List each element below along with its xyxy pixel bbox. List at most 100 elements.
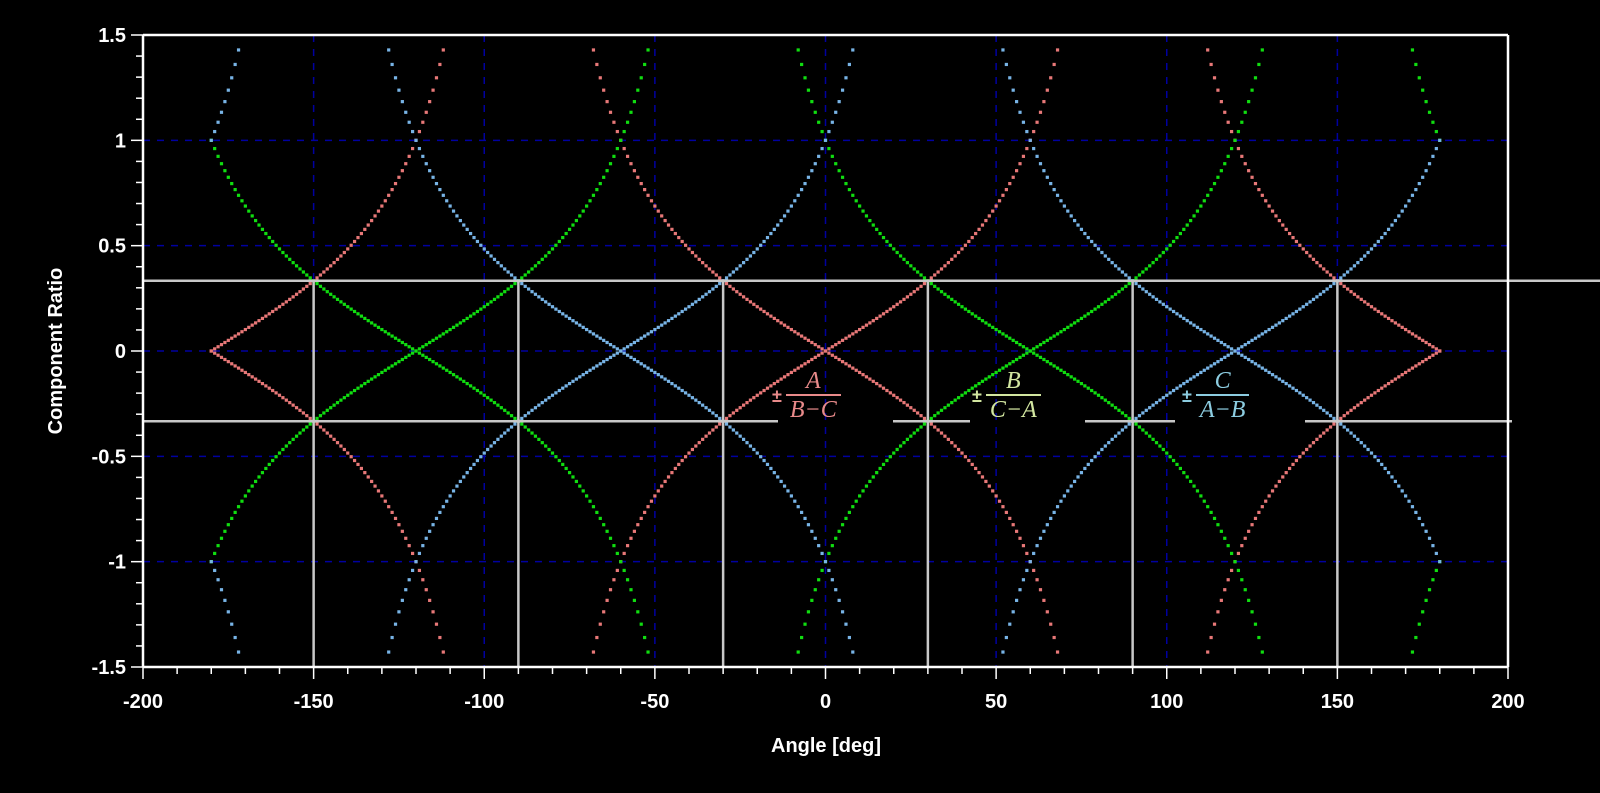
denominator: C−A bbox=[989, 397, 1037, 423]
data-point bbox=[1363, 444, 1367, 448]
data-point bbox=[445, 330, 449, 334]
data-point bbox=[1018, 162, 1022, 166]
data-point bbox=[291, 437, 295, 441]
data-point bbox=[1113, 292, 1118, 296]
data-point bbox=[274, 391, 278, 395]
data-point bbox=[1270, 209, 1275, 213]
data-point bbox=[868, 479, 872, 484]
data-point bbox=[929, 281, 933, 286]
data-point bbox=[933, 284, 937, 288]
data-point bbox=[1308, 444, 1312, 448]
data-point bbox=[881, 312, 886, 316]
data-point bbox=[1414, 187, 1418, 192]
data-point bbox=[482, 305, 486, 309]
series-label-b-over-c-minus-a: ± B C−A bbox=[972, 368, 1041, 424]
data-point bbox=[1158, 444, 1162, 448]
data-point bbox=[602, 338, 606, 342]
data-point bbox=[393, 181, 398, 186]
data-point bbox=[892, 451, 896, 455]
data-point bbox=[643, 510, 647, 515]
data-point bbox=[451, 373, 456, 377]
data-point bbox=[608, 110, 613, 114]
data-point bbox=[847, 187, 851, 192]
data-point bbox=[612, 544, 616, 548]
data-point bbox=[571, 379, 575, 383]
data-point bbox=[1001, 332, 1005, 336]
data-point bbox=[1390, 223, 1394, 227]
data-point bbox=[486, 447, 490, 452]
data-point bbox=[1417, 76, 1421, 80]
data-point bbox=[1301, 305, 1305, 309]
data-point bbox=[1264, 368, 1268, 372]
data-point bbox=[458, 321, 462, 325]
data-point bbox=[455, 375, 459, 379]
numerator: C bbox=[1214, 368, 1231, 394]
data-point bbox=[673, 384, 677, 388]
data-point bbox=[414, 560, 418, 564]
data-point bbox=[1236, 347, 1241, 351]
data-point bbox=[404, 355, 408, 359]
data-point bbox=[294, 434, 299, 438]
data-point bbox=[1096, 305, 1101, 309]
data-point bbox=[1356, 295, 1360, 299]
data-point bbox=[352, 388, 357, 393]
data-point bbox=[697, 297, 701, 301]
data-point bbox=[980, 379, 985, 383]
data-point bbox=[649, 499, 654, 503]
data-point bbox=[458, 479, 462, 484]
data-point bbox=[233, 187, 237, 192]
data-point bbox=[540, 257, 544, 261]
data-point bbox=[912, 408, 916, 412]
data-point bbox=[1342, 273, 1346, 277]
data-point bbox=[800, 187, 804, 192]
data-point bbox=[847, 635, 851, 640]
data-point bbox=[1110, 295, 1114, 299]
data-point bbox=[742, 403, 746, 407]
data-point bbox=[1073, 377, 1077, 381]
data-point bbox=[1414, 334, 1418, 338]
data-point bbox=[486, 396, 490, 400]
data-point bbox=[533, 292, 538, 296]
data-point bbox=[796, 193, 800, 197]
data-point bbox=[247, 209, 251, 213]
data-point bbox=[956, 396, 961, 400]
data-point bbox=[987, 375, 991, 379]
data-point bbox=[745, 257, 749, 261]
data-point bbox=[216, 120, 220, 124]
data-point bbox=[1229, 568, 1234, 573]
data-point bbox=[223, 100, 227, 104]
data-point bbox=[892, 393, 896, 397]
data-point bbox=[547, 396, 551, 400]
data-point bbox=[387, 650, 391, 654]
data-point bbox=[813, 343, 817, 347]
data-point bbox=[704, 292, 708, 296]
data-point bbox=[1103, 444, 1107, 448]
x-tick-label: 50 bbox=[985, 691, 1007, 713]
data-point bbox=[356, 235, 360, 240]
data-point bbox=[984, 479, 988, 484]
data-point bbox=[602, 88, 606, 92]
data-point bbox=[376, 489, 381, 493]
data-point bbox=[216, 544, 220, 548]
data-point bbox=[465, 227, 469, 231]
data-point bbox=[223, 529, 227, 533]
data-point bbox=[1025, 568, 1029, 573]
data-point bbox=[885, 458, 889, 463]
data-point bbox=[564, 466, 568, 471]
data-point bbox=[1001, 650, 1005, 654]
data-point bbox=[864, 484, 869, 488]
data-point bbox=[1206, 650, 1210, 654]
data-point bbox=[909, 434, 913, 438]
data-point bbox=[827, 551, 831, 556]
data-point bbox=[974, 314, 978, 318]
data-point bbox=[731, 411, 735, 415]
data-point bbox=[465, 471, 469, 475]
data-point bbox=[591, 332, 596, 336]
data-point bbox=[970, 462, 974, 467]
data-point bbox=[226, 88, 230, 92]
data-point bbox=[1151, 403, 1155, 407]
data-point bbox=[1127, 416, 1131, 421]
data-point bbox=[1250, 610, 1254, 614]
data-point bbox=[1410, 366, 1415, 370]
data-point bbox=[294, 406, 299, 410]
